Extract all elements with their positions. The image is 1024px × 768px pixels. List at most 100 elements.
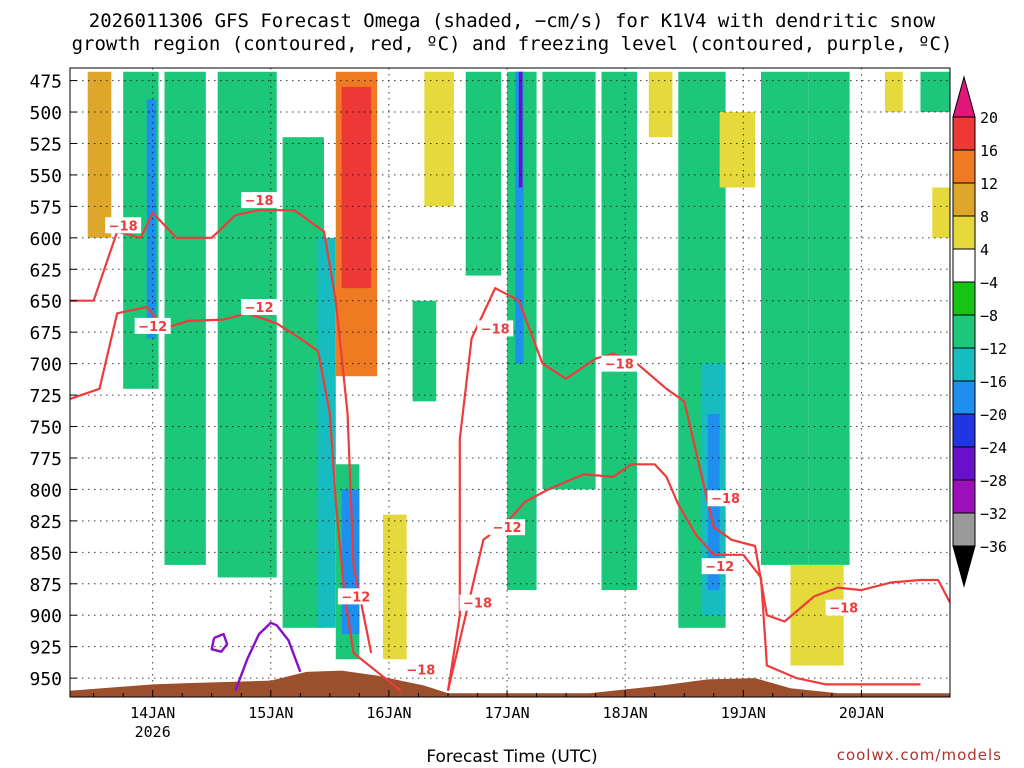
y-tick-label-650: 650 — [29, 292, 62, 313]
omega-region-0 — [87, 71, 112, 238]
colorbar-label-6: −8 — [980, 307, 998, 325]
omega-region-11 — [383, 514, 407, 660]
contour-label-bg-6 — [459, 594, 496, 611]
y-tick-label-625: 625 — [29, 260, 62, 281]
colorbar-swatch-1 — [952, 149, 976, 184]
x-axis: 14JAN 15JAN 16JAN 17JAN 18JAN 19JAN 20JAN 2026 — [93, 690, 884, 741]
contour-label-8: −12 — [493, 521, 522, 536]
dgz-contours — [70, 209, 950, 692]
colorbar-swatch-11 — [952, 479, 976, 514]
y-tick-label-950: 950 — [29, 669, 62, 690]
colorbar-label-1: 16 — [980, 142, 998, 160]
colorbar-swatch-9 — [952, 413, 976, 448]
colorbar-label-13: −36 — [980, 538, 1007, 556]
x-tick-label-20JAN: 20JAN — [839, 704, 884, 722]
dgz-contour-east--12-line — [446, 463, 921, 691]
colorbar-label-10: −24 — [980, 439, 1007, 457]
omega-region-17 — [518, 71, 523, 188]
x-tick-label-14JAN: 14JAN — [130, 704, 175, 722]
contour-label-11: −12 — [705, 560, 734, 575]
omega-region-3 — [164, 71, 206, 565]
omega-region-12 — [412, 300, 437, 402]
y-tick-label-825: 825 — [29, 512, 62, 533]
contour-label-bg-1 — [134, 317, 171, 334]
contour-label-bg-10 — [707, 490, 744, 507]
plot-frame — [69, 67, 951, 698]
freezing-contour-freezing-level — [234, 621, 302, 692]
y-tick-label-550: 550 — [29, 166, 62, 187]
omega-region-20 — [648, 71, 673, 138]
y-tick-label-725: 725 — [29, 386, 62, 407]
omega-region-14 — [465, 71, 502, 276]
chart-title-line-2: growth region (contoured, red, ºC) and f… — [71, 33, 953, 55]
contour-label-10: −18 — [711, 492, 740, 507]
contour-label-bg-12 — [825, 599, 862, 616]
colorbar-swatch-6 — [952, 314, 976, 349]
terrain — [70, 670, 950, 697]
omega-region-29 — [920, 71, 950, 113]
x-tick-label-15JAN: 15JAN — [248, 704, 293, 722]
colorbar-swatch-10 — [952, 446, 976, 481]
x-year-label: 2026 — [135, 723, 171, 741]
contour-label-6: −18 — [463, 597, 492, 612]
contour-label-3: −12 — [245, 301, 274, 316]
contour-label-7: −18 — [481, 322, 510, 337]
omega-region-30 — [932, 187, 950, 238]
chart-title-line-1: 2026011306 GFS Forecast Omega (shaded, −… — [88, 10, 936, 32]
colorbar-label-0: 20 — [980, 109, 998, 127]
colorbar-swatch-12 — [952, 512, 976, 547]
source-credit[interactable]: coolwx.com/models — [836, 746, 1002, 764]
contour-label-bg-9 — [601, 355, 638, 372]
colorbar-label-8: −16 — [980, 373, 1007, 391]
x-tick-label-16JAN: 16JAN — [366, 704, 411, 722]
y-tick-label-775: 775 — [29, 449, 62, 470]
omega-region-25 — [761, 71, 809, 565]
x-tick-label-18JAN: 18JAN — [603, 704, 648, 722]
colorbar-swatch-2 — [952, 182, 976, 217]
y-tick-label-675: 675 — [29, 323, 62, 344]
contour-label-bg-4 — [337, 588, 374, 605]
y-tick-label-850: 850 — [29, 543, 62, 564]
omega-shading — [87, 71, 950, 666]
contour-label-bg-0 — [105, 217, 142, 234]
colorbar-label-3: 8 — [980, 208, 989, 226]
contour-label-bg-11 — [701, 558, 738, 575]
omega-region-13 — [424, 71, 454, 207]
contour-label-bg-8 — [489, 519, 526, 536]
y-tick-label-925: 925 — [29, 638, 62, 659]
dgz-contour-west--12-line — [70, 209, 373, 654]
omega-region-19 — [601, 71, 637, 591]
x-tick-label-19JAN: 19JAN — [721, 704, 766, 722]
freezing-level-contours — [210, 621, 302, 692]
contour-label-bg-2 — [240, 192, 277, 209]
colorbar-label-2: 12 — [980, 175, 998, 193]
colorbar: 20 16 12 8 4 −4 −8 −12 −16 −20 −24 −28 −32 −36 — [952, 75, 1007, 588]
x-tick-label-17JAN: 17JAN — [484, 704, 529, 722]
y-axis: 475 500 525 550 575 600 625 650 675 700 725 750 775 8… — [29, 72, 77, 690]
colorbar-label-12: −32 — [980, 505, 1007, 523]
y-tick-label-575: 575 — [29, 197, 62, 218]
dgz-contour-west--18-line — [70, 305, 402, 692]
omega-region-2 — [146, 99, 157, 339]
y-tick-label-600: 600 — [29, 229, 62, 250]
y-tick-label-750: 750 — [29, 418, 62, 439]
colorbar-swatch-4 — [952, 248, 976, 283]
colorbar-label-4: 4 — [980, 241, 989, 259]
y-tick-label-475: 475 — [29, 72, 62, 93]
omega-region-16 — [515, 71, 524, 364]
colorbar-top-arrow — [952, 75, 976, 118]
y-tick-label-875: 875 — [29, 575, 62, 596]
colorbar-swatch-0 — [952, 116, 976, 151]
contour-label-1: −12 — [138, 320, 167, 335]
contour-labels: −18 −12 −18 −12 −12 −18 −18 −18 −12 −18 −18 −12 −18 — [105, 192, 862, 678]
colorbar-bottom-arrow — [952, 545, 976, 588]
contour-label-4: −12 — [341, 590, 370, 605]
omega-region-18 — [542, 71, 596, 490]
colorbar-label-5: −4 — [980, 274, 998, 292]
terrain-fill — [70, 670, 950, 697]
contour-label-bg-5 — [402, 661, 439, 678]
colorbar-swatch-8 — [952, 380, 976, 415]
omega-region-26 — [808, 71, 850, 565]
contour-label-9: −18 — [605, 358, 634, 373]
